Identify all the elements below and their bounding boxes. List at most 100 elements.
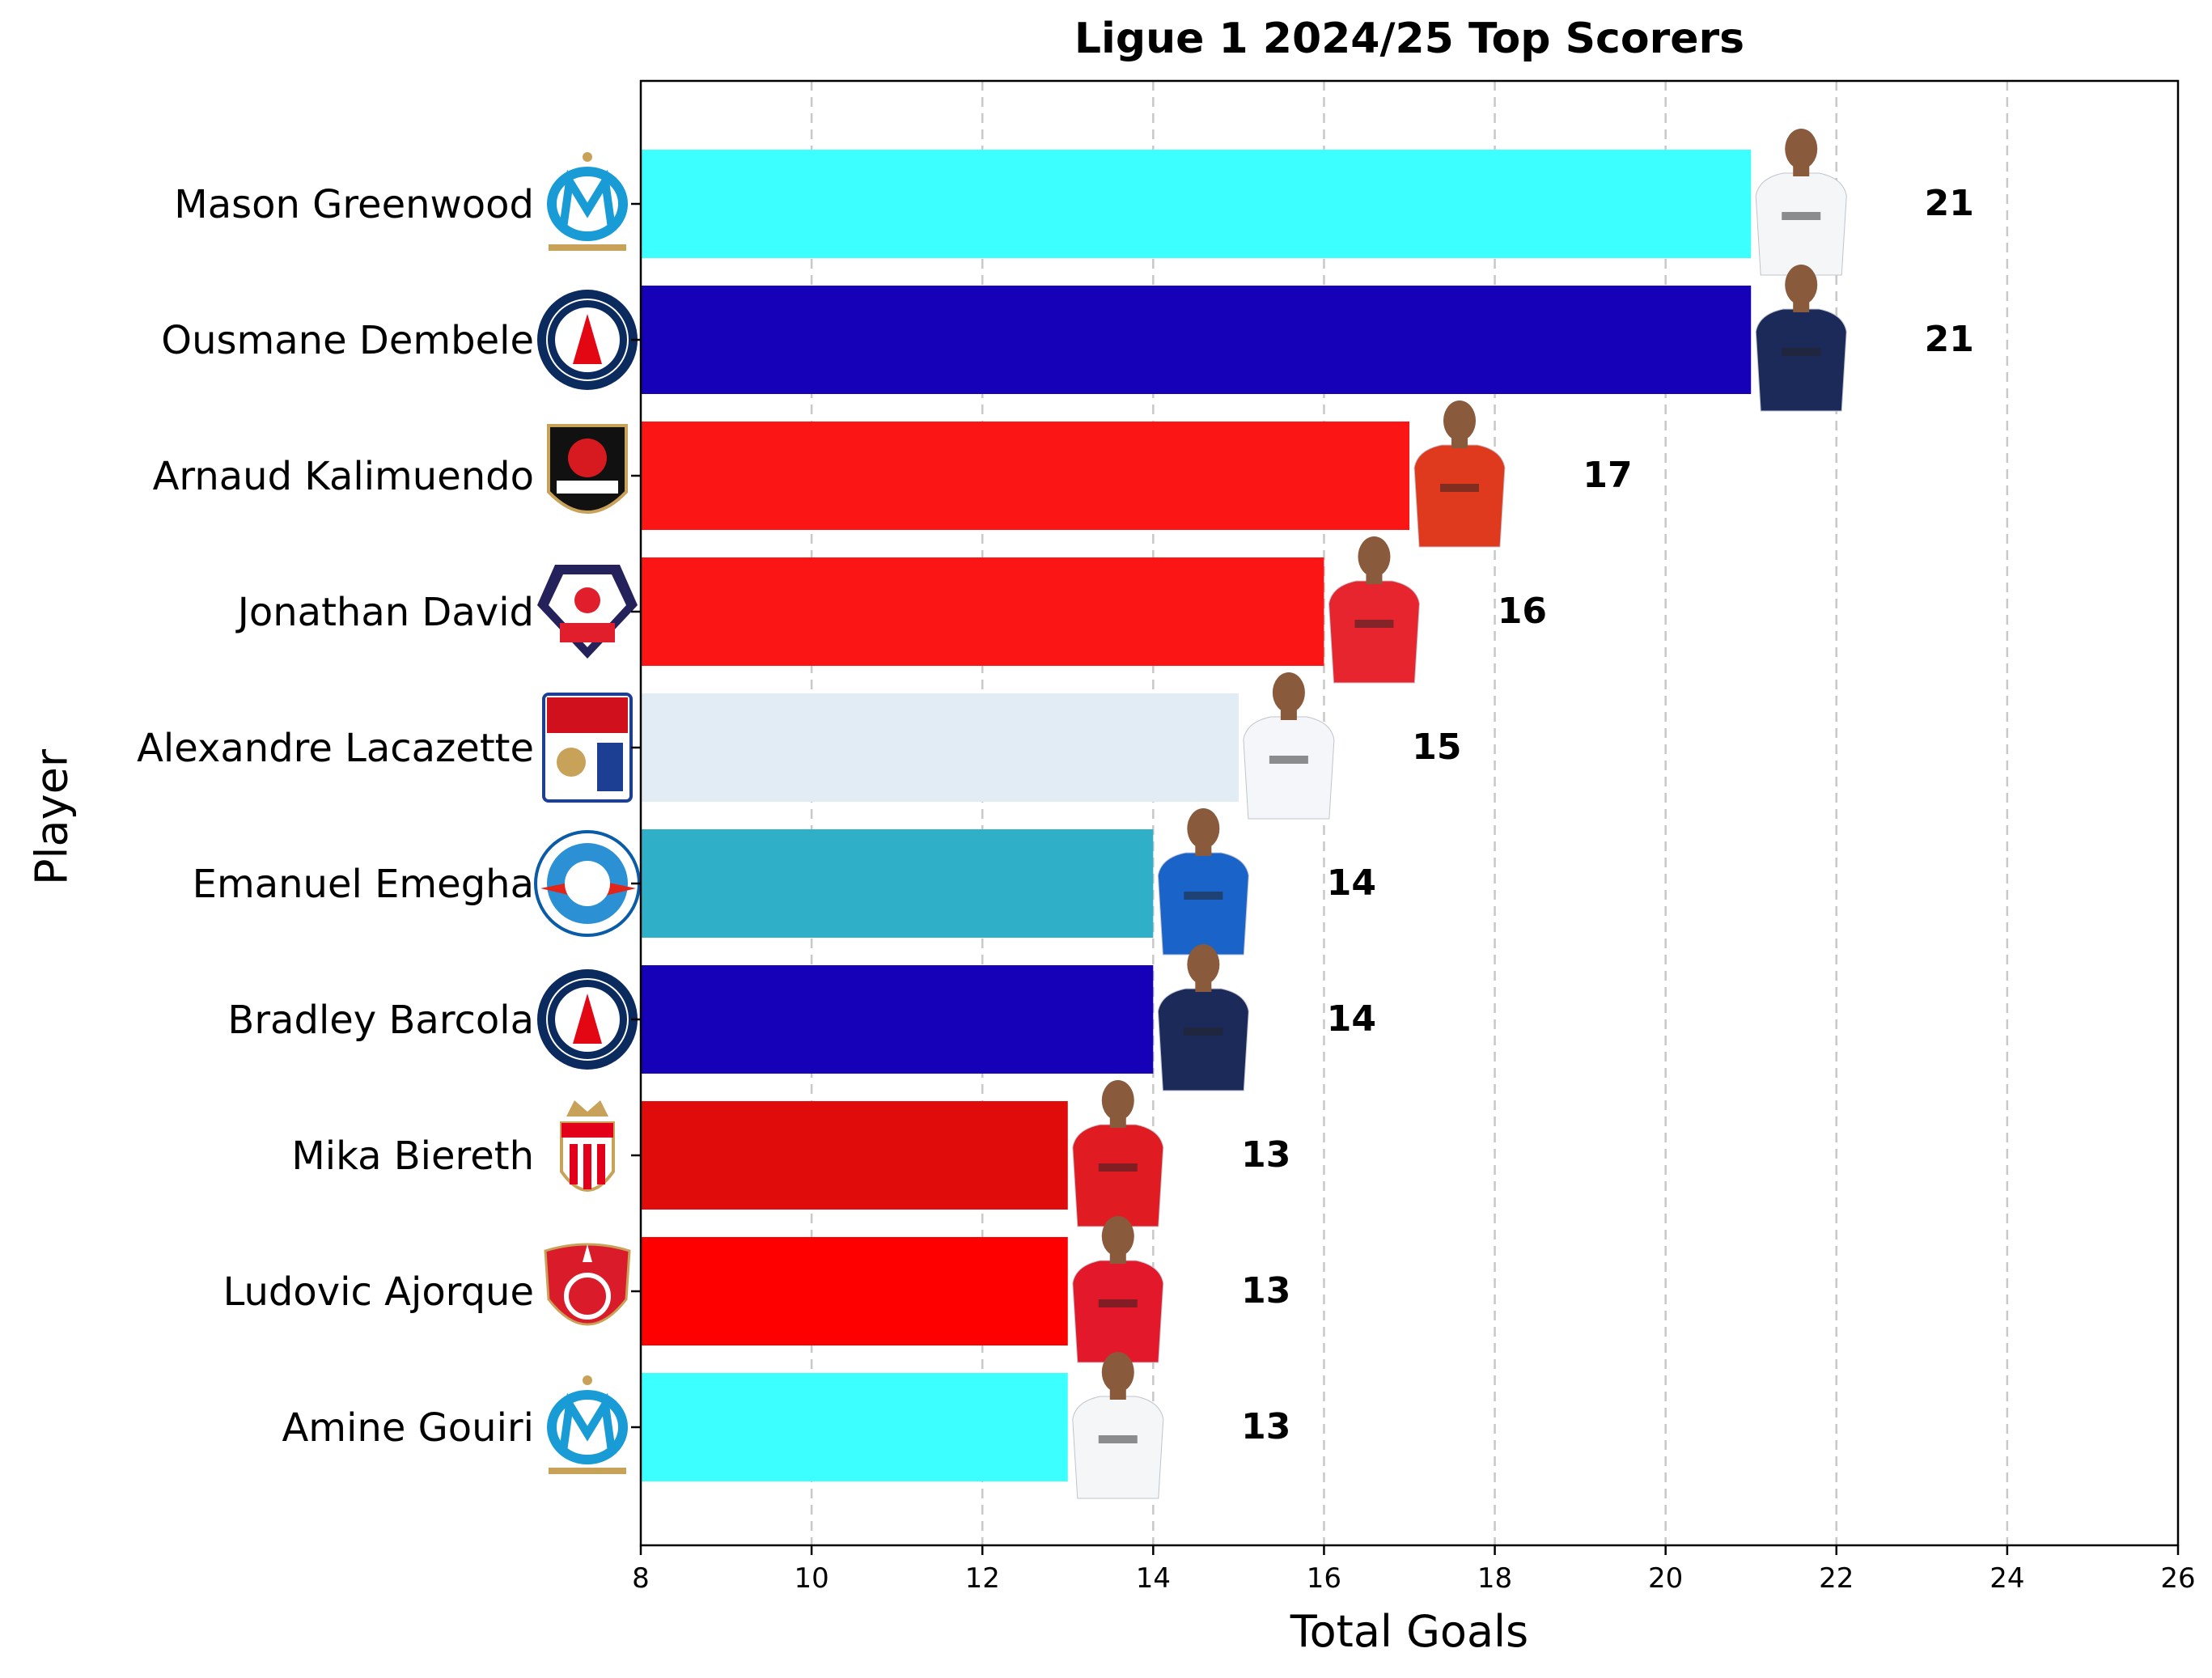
crown-icon — [566, 1100, 608, 1117]
player-shirt — [1755, 172, 1847, 276]
player-shirt — [1072, 1124, 1164, 1227]
club-crest-icon — [544, 1243, 631, 1326]
motto-band — [549, 1468, 626, 1474]
player-photo — [1157, 944, 1249, 1091]
y-tick-label: Emanuel Emegha — [193, 862, 534, 907]
x-tick-label: 12 — [965, 1562, 1000, 1595]
om-logo-m — [559, 1392, 616, 1452]
club-crest-icon — [537, 969, 638, 1070]
bar — [641, 965, 1154, 1074]
value-label: 14 — [1327, 862, 1376, 904]
monaco-stripe — [570, 1144, 578, 1184]
player-head — [1101, 1216, 1134, 1256]
player-head — [1187, 808, 1220, 849]
sponsor-band — [1184, 892, 1223, 900]
losc-banner — [560, 623, 615, 642]
y-tick-label: Arnaud Kalimuendo — [153, 454, 534, 499]
sponsor-band — [1098, 1299, 1138, 1307]
club-crest-icon — [537, 290, 638, 390]
value-label: 14 — [1327, 998, 1376, 1040]
monaco-stripe — [597, 1144, 605, 1184]
x-tick-label: 10 — [794, 1562, 828, 1595]
bar — [641, 829, 1154, 938]
psg-crest-ring — [546, 299, 629, 381]
x-tick-label: 8 — [632, 1562, 650, 1595]
bar — [641, 422, 1409, 530]
x-tick-label: 24 — [1990, 1562, 2024, 1595]
sponsor-band — [1098, 1163, 1138, 1172]
club-crest-icon — [534, 830, 641, 937]
player-photos — [1072, 129, 1847, 1499]
x-axis-ticks: 8 10 12 14 16 18 20 22 24 26 — [632, 1545, 2196, 1595]
x-tick-label: 26 — [2160, 1562, 2195, 1595]
player-photo — [1157, 808, 1249, 956]
sponsor-band — [1269, 756, 1308, 764]
chart-title: Ligue 1 2024/25 Top Scorers — [1074, 15, 1745, 63]
x-tick-label: 22 — [1819, 1562, 1854, 1595]
y-tick-label: Bradley Barcola — [227, 998, 534, 1043]
bars — [641, 150, 1752, 1481]
y-tick-label: Mason Greenwood — [174, 182, 534, 227]
player-photo — [1072, 1080, 1164, 1227]
ol-letter-l — [597, 743, 623, 791]
ermine-icon — [583, 1244, 592, 1262]
bar — [641, 693, 1239, 802]
sponsor-band — [1440, 484, 1479, 492]
player-shirt — [1072, 1396, 1164, 1499]
motto-band — [549, 244, 626, 251]
om-logo-ring — [547, 1390, 628, 1464]
x-tick-label: 20 — [1648, 1562, 1683, 1595]
sponsor-band — [1098, 1435, 1138, 1443]
om-logo-ring — [547, 167, 628, 241]
value-label: 17 — [1583, 455, 1632, 496]
bar — [641, 1373, 1068, 1481]
club-crests — [534, 152, 641, 1474]
value-label: 13 — [1241, 1406, 1290, 1447]
rennes-emblem — [568, 439, 607, 477]
player-photo — [1072, 1352, 1164, 1499]
y-tick-label: Mika Biereth — [291, 1133, 534, 1179]
y-tick-label: Jonathan David — [235, 590, 534, 635]
eiffel-tower-icon — [573, 314, 602, 364]
x-axis-label: Total Goals — [1290, 1606, 1529, 1657]
player-shirt — [1072, 1260, 1164, 1363]
plot-frame — [639, 79, 2180, 1547]
monaco-stripe — [583, 1144, 591, 1189]
value-label: 13 — [1241, 1270, 1290, 1311]
sponsor-band — [1354, 620, 1394, 628]
bar — [641, 150, 1752, 258]
player-head — [1358, 536, 1391, 577]
club-crest-icon — [542, 693, 633, 803]
value-label: 13 — [1241, 1134, 1290, 1176]
rennes-name-band — [557, 481, 618, 494]
sponsor-band — [1782, 212, 1821, 220]
player-head — [1785, 265, 1818, 305]
sponsor-band — [1782, 348, 1821, 356]
player-shirt — [1755, 308, 1847, 412]
dogue-icon — [574, 587, 600, 613]
om-logo-m — [559, 169, 616, 229]
player-photo — [1755, 129, 1847, 276]
player-photo — [1328, 536, 1420, 684]
ol-name-band — [547, 697, 628, 733]
club-crest-icon — [560, 1100, 615, 1192]
value-label: 21 — [1925, 183, 1974, 224]
y-tick-labels: Mason Greenwood Ousmane Dembele Arnaud Kal… — [137, 182, 641, 1451]
value-labels: 21 21 17 16 15 14 14 13 13 13 — [1241, 183, 1974, 1447]
star-icon — [583, 1375, 592, 1385]
club-crest-icon — [547, 1375, 628, 1474]
value-label: 21 — [1925, 319, 1974, 360]
player-photo — [1072, 1216, 1164, 1363]
player-shirt — [1328, 580, 1420, 684]
value-label: 16 — [1498, 591, 1547, 632]
bar — [641, 286, 1752, 394]
psg-crest-ring — [546, 978, 629, 1061]
player-shirt — [1413, 444, 1506, 548]
club-crest-icon — [537, 565, 638, 659]
lion-icon — [557, 748, 586, 777]
y-tick-label: Ludovic Ajorque — [223, 1269, 534, 1315]
x-tick-label: 14 — [1136, 1562, 1171, 1595]
club-crest-icon — [547, 152, 628, 251]
player-shirt — [1157, 988, 1249, 1091]
